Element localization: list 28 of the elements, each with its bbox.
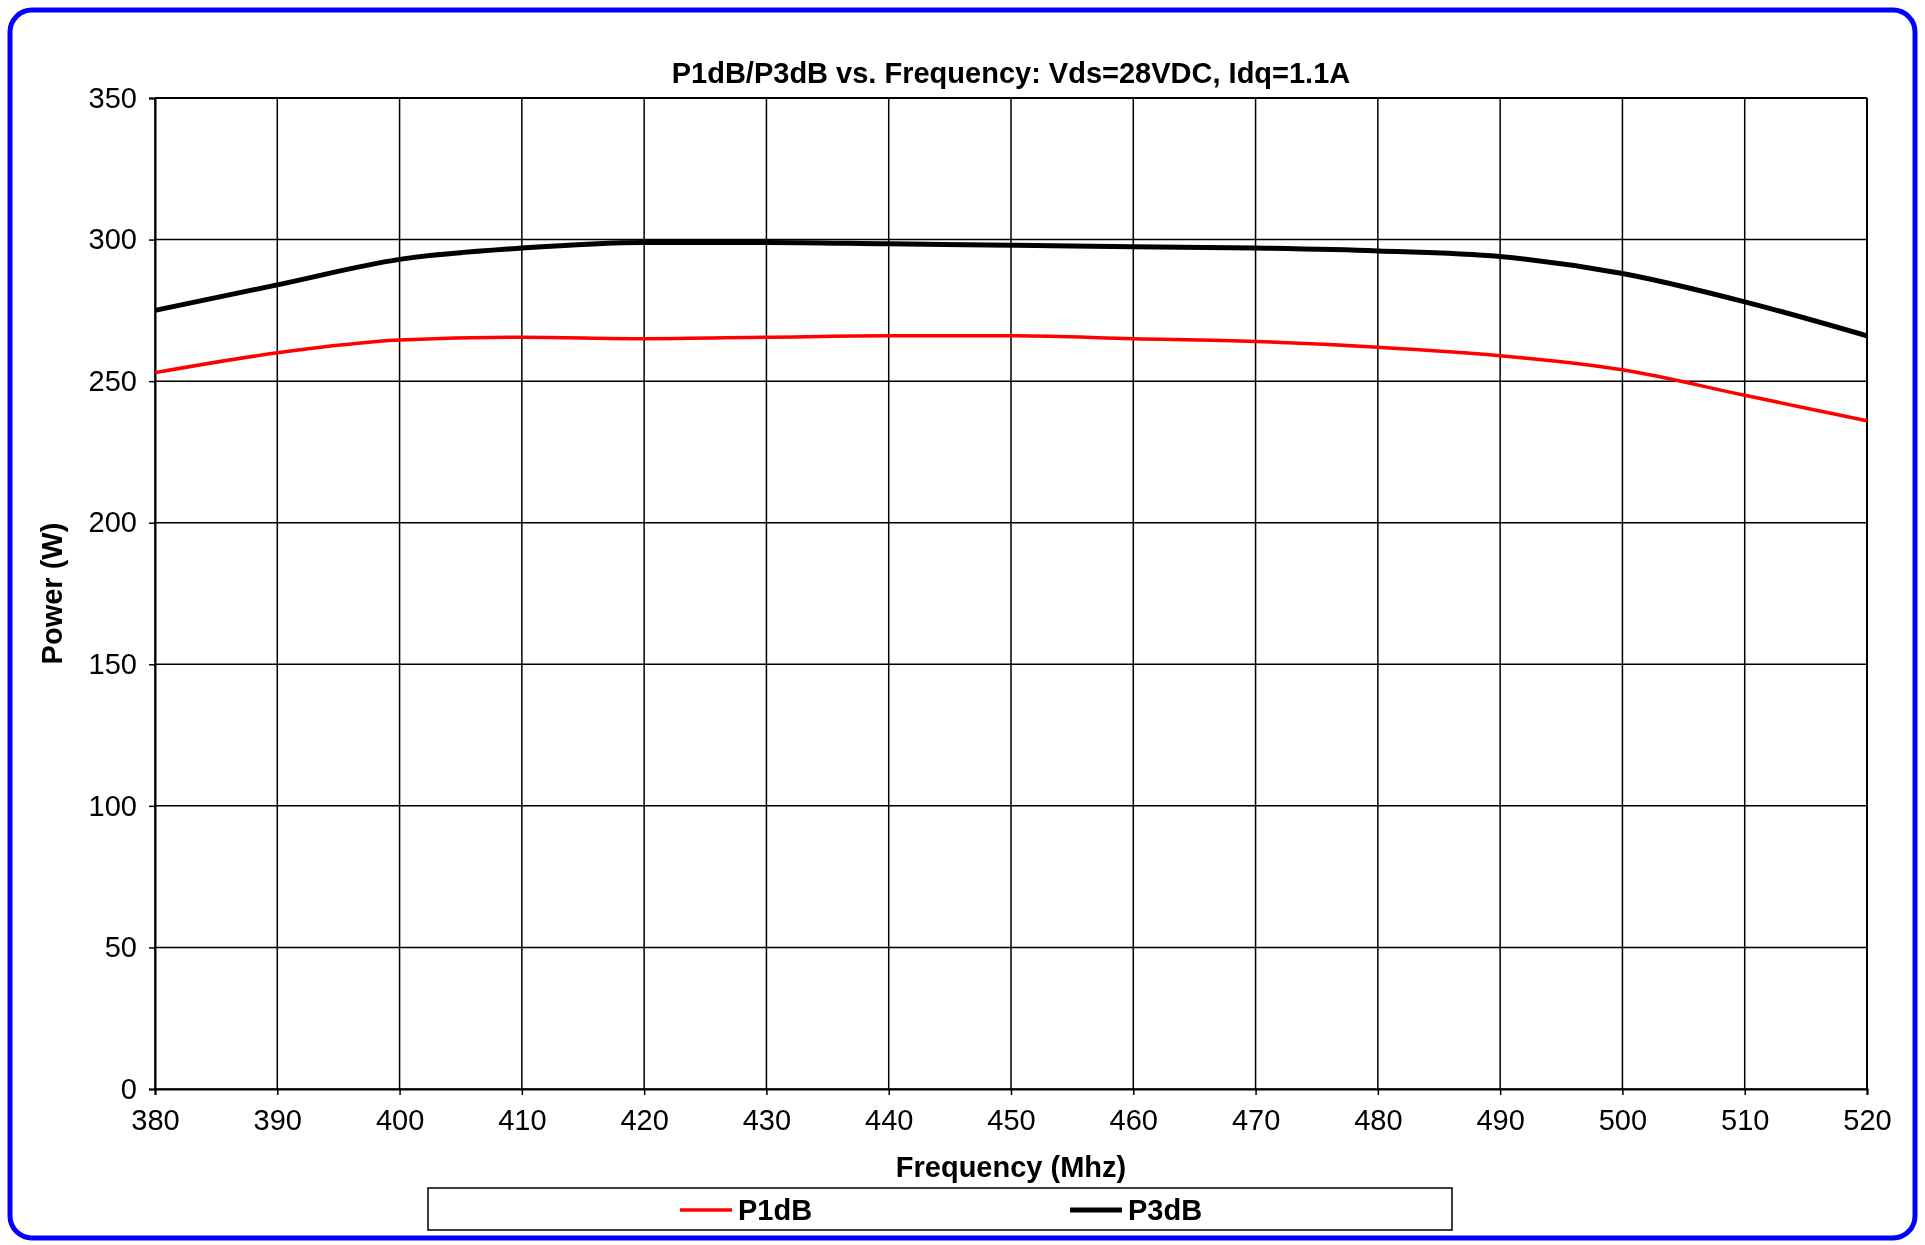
- x-tick-label: 440: [865, 1103, 914, 1136]
- y-tick-label: 200: [88, 506, 137, 539]
- x-tick-label: 390: [253, 1103, 302, 1136]
- x-tick-label: 380: [131, 1103, 180, 1136]
- x-tick-label: 500: [1598, 1103, 1648, 1136]
- x-tick-label: 420: [620, 1103, 669, 1136]
- y-tick-label: 50: [104, 931, 137, 964]
- legend-label: P1dB: [738, 1194, 813, 1226]
- y-tick-label: 100: [88, 789, 137, 822]
- legend-label: P3dB: [1128, 1194, 1203, 1226]
- x-tick-label: 460: [1109, 1103, 1158, 1136]
- x-axis-title: Frequency (Mhz): [895, 1151, 1127, 1183]
- y-axis-title: Power (W): [36, 522, 68, 665]
- x-tick-label: 430: [742, 1103, 792, 1136]
- x-tick-label: 470: [1231, 1103, 1281, 1136]
- x-tick-label: 410: [498, 1103, 547, 1136]
- chart-title: P1dB/P3dB vs. Frequency: Vds=28VDC, Idq=1.1A: [671, 57, 1351, 89]
- y-tick-label: 300: [88, 223, 137, 256]
- x-tick-label: 520: [1843, 1103, 1892, 1136]
- x-tick-label: 400: [375, 1103, 425, 1136]
- y-tick-label: 0: [120, 1072, 137, 1105]
- y-tick-label: 250: [88, 364, 137, 397]
- y-tick-label: 150: [88, 648, 137, 681]
- x-tick-label: 510: [1721, 1103, 1770, 1136]
- x-tick-label: 490: [1476, 1103, 1525, 1136]
- x-tick-label: 480: [1354, 1103, 1403, 1136]
- x-tick-label: 450: [987, 1103, 1036, 1136]
- y-tick-label: 350: [88, 81, 137, 114]
